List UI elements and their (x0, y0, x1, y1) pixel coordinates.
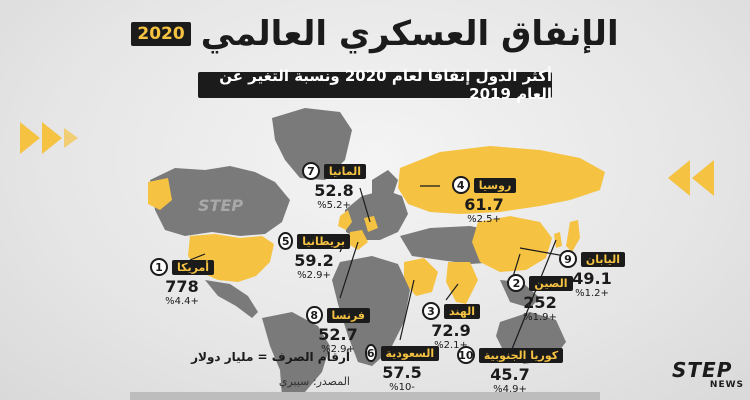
watermark-logo: STEP (198, 196, 244, 215)
country-label-germany: 7 المانيا 52.8 %5.2+ (300, 162, 368, 212)
change-percent: %4.9+ (493, 384, 527, 395)
country-name: المانيا (323, 163, 367, 179)
country-name: كوريا الجنوبية (478, 347, 564, 363)
change-percent: %2.1+ (434, 340, 468, 351)
rank-badge: 9 (558, 250, 577, 268)
spending-value: 49.1 (572, 269, 612, 288)
china-shape (472, 216, 552, 272)
page-subtitle: أكثر الدول إنفاقا لعام 2020 ونسبة التغير… (198, 67, 552, 103)
spending-value: 59.2 (294, 251, 334, 270)
spending-value: 52.8 (314, 181, 354, 200)
country-name: روسيا (473, 177, 517, 193)
change-percent: %2.5+ (467, 214, 501, 225)
europe-shape (345, 190, 408, 240)
leader-line-usa (189, 253, 206, 261)
korea-shape (554, 232, 562, 248)
country-name: بريطانيا (297, 233, 350, 249)
japan-shape (566, 220, 580, 252)
rank-badge: 3 (421, 302, 440, 320)
uk-shape (338, 210, 352, 230)
spending-value: 61.7 (464, 195, 504, 214)
country-label-south-korea: 10 كوريا الجنوبية 45.7 %4.9+ (456, 346, 564, 396)
country-label-usa: 1 أمريكا 778 %4.4+ (146, 258, 218, 308)
country-label-russia: 4 روسيا 61.7 %2.5+ (448, 176, 520, 226)
spending-value: 52.7 (318, 325, 358, 344)
year-tag: 2020 (131, 22, 191, 46)
country-label-france: 8 فرنسا 52.7 %2.9+ (306, 306, 370, 356)
scandinavia-shape (372, 170, 398, 204)
country-label-uk: 5 بريطانيا 59.2 %2.9+ (278, 232, 350, 282)
header: 2020 الإنفاق العسكري العالمي (0, 8, 750, 60)
change-percent: %1.9+ (523, 312, 557, 323)
logo-main-text: STEP (672, 358, 733, 382)
rank-badge: 10 (456, 346, 475, 364)
spending-value: 45.7 (490, 365, 530, 384)
unit-note: أرقام الصرف = مليار دولار (191, 350, 350, 364)
leader-line-korea (509, 239, 557, 355)
africa-shape (332, 256, 410, 366)
country-name: فرنسا (326, 307, 370, 323)
country-name: أمريكا (171, 259, 215, 275)
change-percent: %5.2+ (317, 200, 351, 211)
mexico-shape (205, 280, 258, 318)
double-chevron-left-icon (668, 160, 714, 196)
spending-value: 72.9 (431, 321, 471, 340)
india-shape (446, 262, 478, 304)
source-note: المصدر: سيبري (278, 375, 350, 388)
germany-shape (364, 216, 378, 232)
greenland-shape (272, 108, 352, 180)
rank-badge: 8 (306, 306, 323, 324)
spending-value: 252 (523, 293, 557, 312)
antarctica-shape (130, 392, 600, 400)
change-percent: %10- (389, 382, 415, 393)
country-label-japan: 9 اليابان 49.1 %1.2+ (554, 250, 630, 300)
canada-shape (150, 166, 290, 236)
france-shape (348, 230, 368, 250)
change-percent: %2.9+ (321, 344, 355, 355)
double-chevron-right-icon (20, 122, 78, 154)
rank-badge: 1 (149, 258, 168, 276)
country-name: اليابان (580, 251, 626, 267)
country-name: الهند (443, 303, 480, 319)
rank-badge: 5 (278, 232, 294, 250)
leader-line-germany (359, 187, 371, 223)
leader-line-france (339, 241, 359, 299)
country-label-china: 2 الصين 252 %1.9+ (506, 274, 574, 324)
rank-badge: 6 (364, 344, 377, 362)
south-america-shape (262, 312, 330, 400)
logo-sub-text: NEWS (709, 380, 744, 390)
spending-value: 778 (165, 277, 199, 296)
rank-badge: 4 (451, 176, 470, 194)
change-percent: %2.9+ (297, 270, 331, 281)
country-name: الصين (529, 275, 573, 291)
country-label-india: 3 الهند 72.9 %2.1+ (420, 302, 482, 352)
brand-logo: STEP NEWS (672, 360, 744, 396)
rank-badge: 2 (507, 274, 526, 292)
leader-line-saudi (399, 279, 415, 341)
country-label-saudi: 6 السعودية 57.5 %10- (364, 344, 440, 394)
leader-line-india (445, 283, 459, 301)
rank-badge: 7 (301, 162, 320, 180)
change-percent: %1.2+ (575, 288, 609, 299)
spending-value: 57.5 (382, 363, 422, 382)
country-name: السعودية (380, 345, 440, 361)
alaska-shape (148, 178, 172, 210)
change-percent: %4.4+ (165, 296, 199, 307)
page-title: الإنفاق العسكري العالمي (200, 14, 620, 54)
